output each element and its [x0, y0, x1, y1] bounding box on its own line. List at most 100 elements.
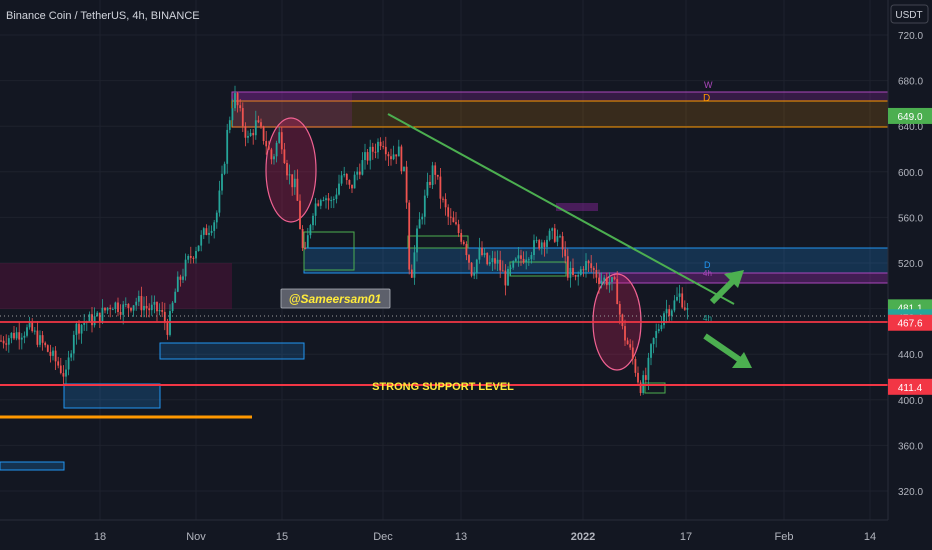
candle-body: [351, 184, 353, 189]
candle-body: [390, 156, 392, 160]
candle-body: [585, 261, 587, 271]
candle-body: [239, 105, 242, 109]
candle-body: [364, 152, 366, 161]
candle-body: [286, 163, 288, 176]
candle-body: [41, 335, 44, 343]
candle-body: [548, 230, 551, 240]
candle-body: [10, 332, 13, 339]
candle-body: [226, 129, 229, 164]
candle-body: [44, 342, 47, 346]
candle-body: [137, 296, 140, 302]
candle-body: [429, 181, 431, 185]
candle-body: [166, 322, 169, 335]
price-badge-label: 411.4: [898, 383, 923, 394]
candle-body: [150, 304, 153, 311]
candle-body: [221, 173, 223, 191]
candle-body: [431, 165, 434, 185]
candle-body: [338, 183, 340, 195]
candle-body: [618, 304, 621, 315]
candle-body: [439, 176, 442, 199]
candle-body: [395, 154, 398, 157]
candle-body: [434, 165, 437, 175]
candle-body: [187, 255, 190, 260]
candle-body: [234, 93, 236, 109]
candle-body: [579, 269, 582, 275]
down-arrow: [703, 333, 752, 368]
candle-body: [306, 235, 309, 248]
candle-body: [208, 232, 210, 235]
candle-body: [403, 166, 405, 172]
y-tick-label: 520.0: [898, 259, 923, 270]
candle-body: [384, 146, 387, 155]
candle-body: [244, 126, 247, 138]
x-tick-label: Dec: [373, 531, 393, 543]
candle-body: [444, 198, 447, 208]
candle-body: [169, 311, 171, 335]
zone-letter-d-blue: D: [704, 260, 711, 270]
time-axis[interactable]: [0, 520, 888, 550]
x-tick-label: 13: [455, 531, 467, 543]
candle-body: [416, 228, 418, 253]
candle-body: [184, 259, 187, 277]
candle-body: [600, 280, 603, 285]
candle-body: [608, 281, 611, 286]
candle-body: [18, 332, 21, 340]
candle-body: [605, 277, 608, 286]
candle-body: [278, 132, 281, 143]
highlight-ellipse-nov: [265, 117, 317, 223]
candle-body: [330, 200, 333, 202]
candle-body: [452, 217, 455, 223]
candle-body: [611, 277, 613, 282]
candle-body: [101, 307, 104, 323]
candle-body: [231, 108, 234, 121]
candle-body: [423, 195, 426, 217]
green-box-4: [644, 382, 666, 394]
candle-body: [52, 350, 54, 356]
candle-body: [509, 267, 512, 269]
candle-body: [590, 263, 593, 269]
candle-body: [592, 268, 595, 270]
candle-body: [314, 203, 317, 216]
supply-zone-left: [0, 263, 232, 309]
support-label: STRONG SUPPORT LEVEL: [372, 381, 514, 393]
candle-body: [626, 340, 629, 345]
candle-body: [36, 330, 39, 345]
candle-body: [569, 267, 572, 278]
y-tick-label: 440.0: [898, 350, 923, 361]
purple-box-jan: [556, 203, 598, 211]
candle-body: [668, 309, 671, 316]
candle-body: [488, 262, 491, 265]
x-tick-label: Nov: [186, 531, 206, 543]
candle-body: [410, 269, 413, 278]
candle-body: [624, 326, 626, 341]
candle-body: [106, 307, 109, 311]
candle-body: [473, 272, 476, 276]
candle-body: [291, 174, 294, 188]
candle-body: [559, 236, 561, 238]
candle-body: [267, 146, 270, 150]
candle-body: [109, 307, 112, 310]
candle-body: [686, 308, 689, 310]
candle-body: [603, 277, 606, 281]
candle-body: [249, 132, 252, 136]
zone-letter-d: D: [703, 93, 710, 104]
candle-body: [574, 274, 577, 277]
candle-body: [392, 154, 395, 160]
4h-zone: [599, 272, 889, 284]
up-arrow: [709, 270, 744, 305]
candle-body: [93, 316, 96, 326]
currency-button[interactable]: USDT: [890, 4, 929, 24]
candle-body: [322, 200, 325, 202]
price-axis[interactable]: [888, 0, 932, 550]
candle-body: [644, 375, 647, 380]
candle-body: [400, 146, 403, 172]
candle-body: [135, 301, 138, 306]
candle-body: [182, 276, 184, 280]
descending-trendline[interactable]: [387, 113, 735, 305]
y-tick-label: 640.0: [898, 122, 923, 133]
candle-body: [572, 267, 574, 275]
candle-body: [616, 279, 619, 305]
candle-body: [514, 258, 517, 262]
price-badge-label: 481.1: [897, 303, 922, 314]
